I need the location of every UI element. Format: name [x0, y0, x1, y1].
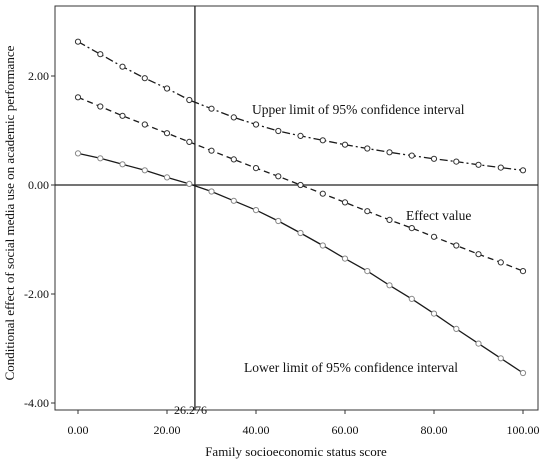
data-point-lower [341, 255, 349, 262]
data-point-effect [275, 173, 282, 180]
data-point-effect [453, 242, 460, 249]
axes-layer: 0.00 20.00 40.00 60.00 80.00 100.00 -4.00 -2.00… [24, 5, 540, 437]
data-point-effect [430, 233, 438, 240]
data-point-upper [275, 127, 282, 135]
x-axis-title: Family socioeconomic status score [205, 444, 387, 459]
data-point-lower [275, 217, 282, 225]
data-point-lower [364, 268, 371, 275]
y-tick-label: 0.00 [28, 178, 49, 192]
data-point-effect [364, 208, 371, 215]
data-point-lower [74, 150, 82, 157]
y-axis-title: Conditional effect of social media use o… [2, 45, 17, 380]
series-line-effect [77, 96, 524, 272]
data-point-lower [497, 355, 504, 362]
data-point-effect [519, 268, 527, 275]
y-tick-label: -2.00 [24, 287, 49, 301]
data-point-upper [341, 141, 349, 148]
data-point-lower [408, 295, 415, 302]
data-point-effect [186, 138, 193, 145]
annotation-effect-value: Effect value [406, 208, 471, 223]
data-point-lower [163, 174, 171, 181]
data-point-lower [453, 325, 460, 332]
data-point-upper [74, 38, 82, 45]
data-point-upper [453, 158, 460, 165]
data-point-lower [475, 340, 482, 347]
data-point-effect [341, 199, 349, 206]
data-point-effect [319, 190, 326, 197]
data-point-effect [230, 156, 237, 163]
data-point-upper [141, 75, 148, 82]
data-point-lower [141, 167, 148, 174]
data-point-upper [430, 155, 438, 162]
data-point-effect [97, 103, 104, 110]
data-point-lower [208, 188, 215, 195]
annotations-layer: Upper limit of 95% confidence interval E… [2, 45, 471, 459]
data-point-lower [252, 207, 260, 214]
reference-line-label: 26.276 [174, 403, 207, 417]
data-point-upper [230, 114, 237, 121]
data-point-effect [386, 216, 393, 223]
data-point-upper [252, 121, 260, 128]
data-point-upper [186, 96, 193, 104]
y-tick-label: 2.00 [28, 69, 49, 83]
data-point-lower [230, 197, 237, 204]
annotation-upper-limit: Upper limit of 95% confidence interval [252, 102, 465, 117]
data-point-upper [163, 85, 171, 92]
data-point-upper [319, 137, 326, 144]
data-point-lower [319, 242, 326, 249]
data-point-effect [475, 251, 482, 258]
data-point-lower [519, 369, 527, 377]
data-point-effect [74, 94, 82, 101]
data-point-lower [97, 155, 104, 162]
data-point-lower [297, 229, 304, 237]
x-tick-label: 40.00 [243, 423, 270, 437]
data-point-effect [163, 130, 171, 137]
data-point-lower [430, 310, 438, 317]
data-point-upper [519, 167, 527, 174]
data-point-effect [252, 165, 260, 172]
x-tick-label: 0.00 [68, 423, 89, 437]
x-tick-label: 60.00 [332, 423, 359, 437]
data-point-effect [119, 112, 126, 119]
data-point-upper [475, 161, 482, 168]
x-tick-label: 80.00 [421, 423, 448, 437]
x-tick-label: 20.00 [154, 423, 181, 437]
data-point-upper [297, 132, 304, 139]
annotation-lower-limit: Lower limit of 95% confidence interval [244, 360, 458, 375]
data-point-effect [408, 225, 415, 232]
data-point-upper [408, 152, 415, 159]
x-tick-label: 100.00 [507, 423, 540, 437]
y-tick-label: -4.00 [24, 396, 49, 410]
data-point-lower [186, 180, 193, 187]
data-point-upper [364, 145, 371, 152]
data-point-effect [208, 147, 215, 154]
data-point-effect [141, 121, 148, 128]
data-point-upper [497, 164, 504, 171]
data-point-effect [497, 259, 504, 266]
data-point-upper [119, 63, 126, 70]
data-point-effect [297, 181, 304, 189]
plot-frame [54, 5, 539, 411]
data-point-lower [119, 161, 126, 168]
data-point-upper [208, 105, 215, 112]
data-point-upper [97, 51, 104, 58]
series-layer [74, 38, 527, 377]
data-point-lower [386, 282, 393, 289]
data-point-upper [386, 149, 393, 156]
